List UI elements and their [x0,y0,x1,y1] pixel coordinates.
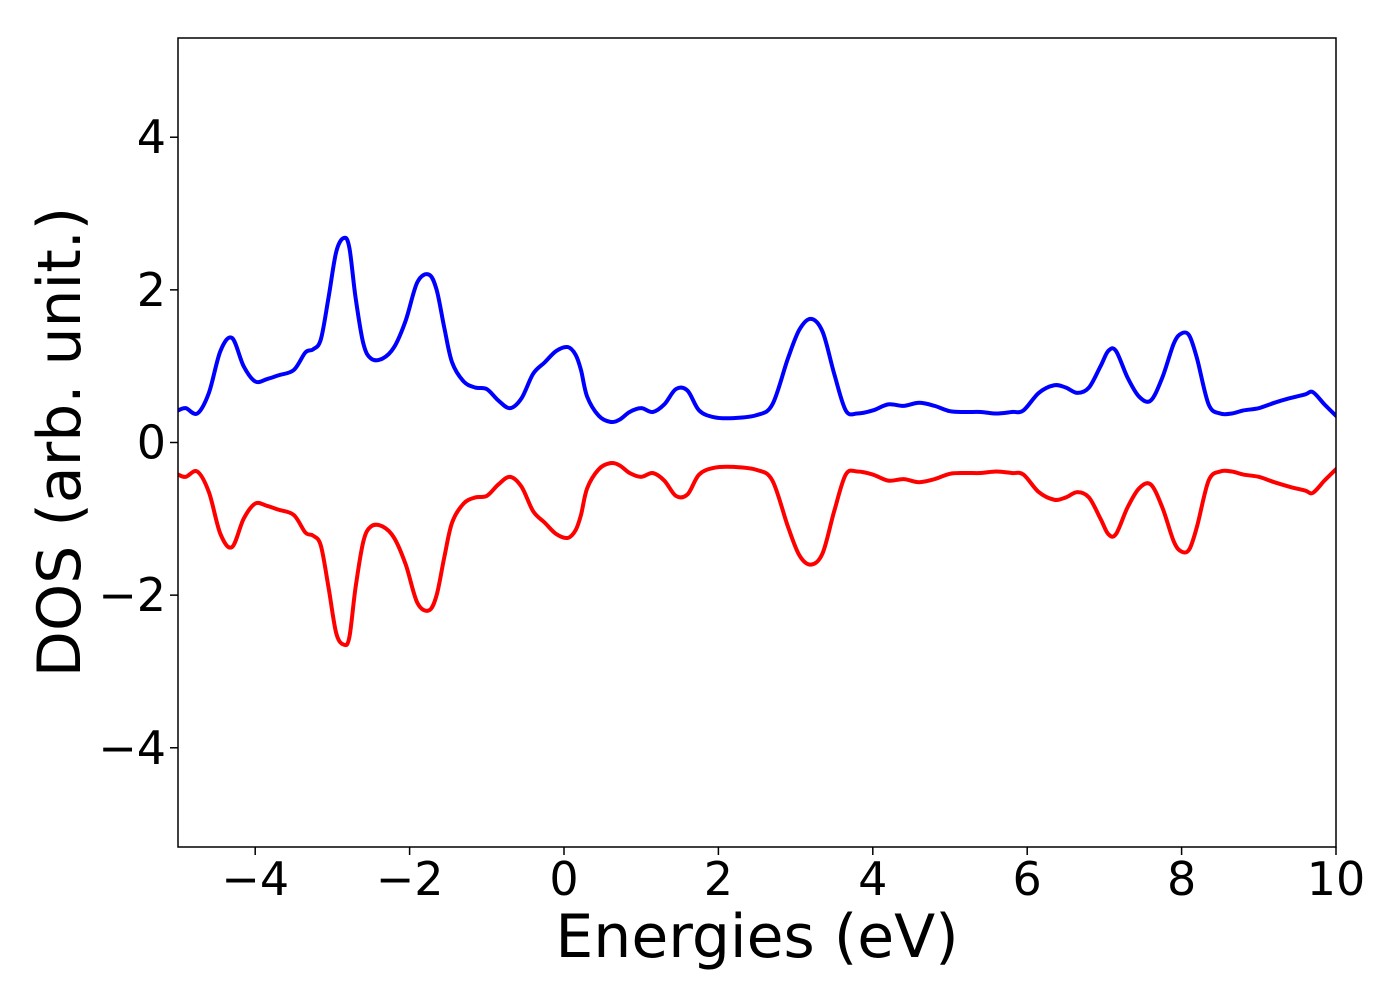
y-tick-label: 0 [137,416,166,470]
x-axis-title: Energies (eV) [555,902,958,972]
y-tick-label: 2 [137,263,166,317]
dos-series-positive-line [178,235,1336,425]
x-tick-label: −2 [376,852,444,906]
x-tick-label: −4 [221,852,289,906]
x-tick-label: 0 [549,852,578,906]
series-layer [178,235,1336,648]
x-tick-label: 10 [1307,852,1366,906]
x-tick-label: 6 [1013,852,1042,906]
x-axis-ticks: −4 −2 0 2 4 6 8 10 [221,847,1365,906]
plot-frame [177,37,1337,848]
y-axis-title: DOS (arb. unit.) [25,207,95,677]
y-tick-label: −4 [98,721,166,775]
y-tick-label: 4 [137,110,166,164]
x-tick-label: 8 [1167,852,1196,906]
x-tick-label: 4 [858,852,887,906]
dos-series-negative-line [178,460,1336,648]
y-axis-ticks: −4 −2 0 2 4 [98,110,178,775]
y-tick-label: −2 [98,568,166,622]
x-tick-label: 2 [704,852,733,906]
